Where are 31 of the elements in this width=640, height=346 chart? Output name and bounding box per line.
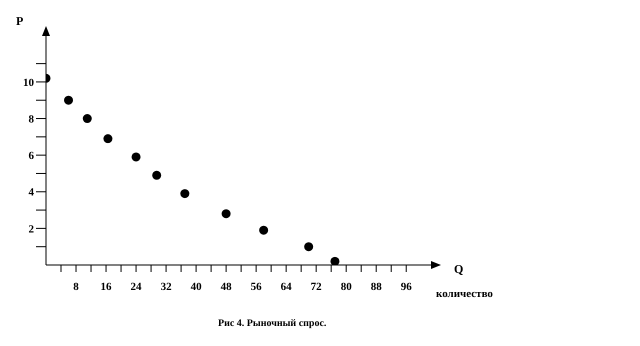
x-tick-label: 88 <box>370 280 382 293</box>
point <box>304 242 314 252</box>
x-tick-label: 72 <box>310 280 322 293</box>
x-tick-label: 48 <box>220 280 232 293</box>
x-tick-label: 16 <box>100 280 112 293</box>
point <box>103 134 112 144</box>
x-tick-label: 32 <box>160 280 172 293</box>
x-tick-label: 24 <box>130 280 142 293</box>
y-tick-label: 4 <box>28 186 34 199</box>
x-tick-label: 8 <box>73 280 80 293</box>
point <box>64 96 74 105</box>
x-tick-label: 40 <box>190 280 202 293</box>
x-axis-title: Q <box>454 262 464 276</box>
point <box>152 170 162 180</box>
y-axis-title: P <box>16 14 24 28</box>
y-tick-label: 8 <box>28 113 34 126</box>
x-tick-label: 80 <box>340 280 352 293</box>
point <box>132 152 141 162</box>
y-tick-label: 6 <box>28 150 34 162</box>
point <box>222 209 231 218</box>
point <box>180 189 190 198</box>
point <box>82 114 92 124</box>
y-tick-label: 2 <box>28 223 34 236</box>
x-tick-label: 64 <box>280 280 292 293</box>
text: Рис 4. Рыночный спрос. <box>218 318 326 329</box>
x-tick-label: 56 <box>250 280 262 293</box>
y-tick-label: 10 <box>23 76 34 89</box>
text: количество <box>436 288 493 300</box>
point <box>330 256 340 265</box>
point <box>259 226 268 235</box>
x-tick-label: 96 <box>400 280 412 293</box>
